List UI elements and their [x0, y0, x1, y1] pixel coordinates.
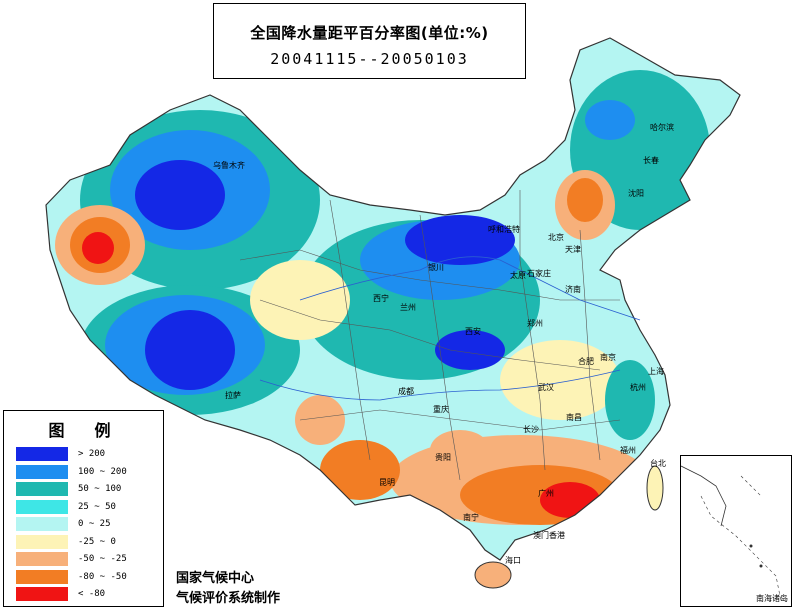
legend-label: -25 ~ 0 — [78, 536, 116, 547]
city-label-hefei: 合肥 — [578, 357, 594, 366]
legend-label: > 200 — [78, 449, 106, 459]
credit-center: 国家气候中心 — [176, 571, 255, 586]
map-title: 全国降水量距平百分率图(单位:%) — [250, 24, 489, 42]
city-label-shenyang: 沈阳 — [628, 189, 644, 198]
legend-swatch — [16, 517, 68, 531]
legend-swatch — [16, 587, 68, 601]
city-label-xian: 西安 — [465, 327, 481, 336]
city-label-macau-hk: 澳门香港 — [533, 531, 565, 540]
city-label-tianjin: 天津 — [565, 245, 581, 254]
rivers — [259, 256, 641, 401]
credit-system: 气候评价系统制作 — [176, 591, 281, 606]
legend-title: 图例 — [48, 421, 141, 440]
city-label-shanghai: 上海 — [648, 367, 664, 376]
legend-item: 0 ~ 25 — [16, 517, 161, 531]
city-label-lhasa: 拉萨 — [225, 391, 241, 400]
province-boundaries — [239, 190, 621, 481]
legend-item: < -80 — [16, 587, 161, 601]
legend-swatch — [16, 482, 68, 496]
city-label-nanchang: 南昌 — [566, 413, 582, 422]
city-label-chengdu: 成都 — [398, 387, 414, 396]
legend-swatch — [16, 464, 68, 479]
country-outline — [45, 37, 741, 561]
city-label-hangzhou: 杭州 — [630, 383, 646, 392]
legend-swatch — [16, 569, 68, 584]
legend: 图例 > 200 100 ~ 200 50 ~ 100 25 ~ 50 0 ~ 25 -2… — [3, 410, 164, 607]
city-label-haikou: 海口 — [505, 556, 521, 565]
city-label-urumqi: 乌鲁木齐 — [213, 161, 245, 170]
legend-label: 50 ~ 100 — [78, 484, 122, 494]
legend-item: -80 ~ -50 — [16, 569, 161, 584]
legend-label: 25 ~ 50 — [78, 501, 116, 512]
legend-label: 0 ~ 25 — [78, 519, 111, 529]
hainan-island — [474, 561, 512, 589]
city-label-kunming: 昆明 — [379, 478, 395, 487]
legend-swatch — [16, 552, 68, 566]
legend-label: -50 ~ -25 — [78, 554, 127, 564]
inset-label: 南海诸岛 — [756, 594, 788, 603]
legend-item: -25 ~ 0 — [16, 534, 161, 549]
city-label-guangzhou: 广州 — [538, 489, 554, 498]
legend-item: -50 ~ -25 — [16, 552, 161, 566]
city-label-jinan: 济南 — [565, 285, 581, 294]
legend-item: > 200 — [16, 447, 161, 461]
city-label-fuzhou: 福州 — [620, 446, 636, 455]
city-label-harbin: 哈尔滨 — [650, 123, 674, 132]
city-label-changsha: 长沙 — [523, 425, 539, 434]
city-label-zhengzhou: 郑州 — [527, 319, 543, 328]
city-label-yinchuan: 银川 — [428, 263, 444, 272]
city-label-nanjing: 南京 — [600, 353, 616, 362]
city-label-lanzhou: 兰州 — [400, 303, 416, 312]
city-label-nanning: 南宁 — [463, 513, 479, 522]
city-label-changchun: 长春 — [643, 156, 659, 165]
legend-label: -80 ~ -50 — [78, 571, 127, 582]
city-label-taiyuan: 太原 — [510, 271, 526, 280]
city-label-beijing: 北京 — [548, 233, 564, 242]
city-label-guiyang: 贵阳 — [435, 453, 451, 462]
legend-label: < -80 — [78, 589, 106, 599]
south-china-sea-inset: 南海诸岛 — [680, 455, 792, 607]
legend-swatch — [16, 534, 68, 549]
legend-item: 50 ~ 100 — [16, 482, 161, 496]
legend-swatch — [16, 499, 68, 514]
city-label-xining: 西宁 — [373, 294, 389, 303]
city-label-taipei: 台北 — [650, 459, 666, 468]
legend-item: 100 ~ 200 — [16, 464, 161, 479]
city-label-shijiazhuang: 石家庄 — [527, 269, 551, 278]
legend-swatch — [16, 447, 68, 461]
city-label-chongqing: 重庆 — [433, 405, 449, 414]
taiwan-island — [646, 465, 664, 511]
map-title-box: 全国降水量距平百分率图(单位:%) 20041115--20050103 — [213, 3, 526, 79]
city-label-hohhot: 呼和浩特 — [488, 225, 520, 234]
inset-map — [680, 465, 782, 602]
map-period: 20041115--20050103 — [270, 50, 469, 68]
legend-item: 25 ~ 50 — [16, 499, 161, 514]
legend-label: 100 ~ 200 — [78, 466, 127, 477]
city-label-wuhan: 武汉 — [538, 383, 554, 392]
